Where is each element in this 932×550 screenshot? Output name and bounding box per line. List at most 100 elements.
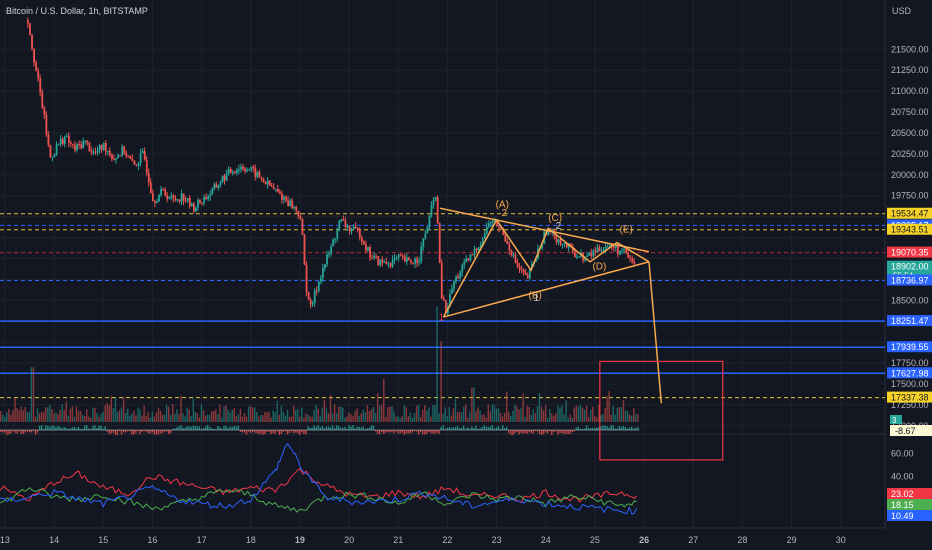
candle-body [571,246,574,253]
time-tick-label: 17 [197,535,207,545]
time-tick-label: 18 [246,535,256,545]
macd-bar [456,425,459,430]
volume-bar [590,409,592,422]
macd-bar [120,430,123,435]
macd-bar [40,425,43,430]
candle-body [518,266,521,270]
macd-bar [596,427,598,430]
projection-line [648,261,663,404]
volume-bar [69,408,72,422]
wave-label: (B) [529,291,542,302]
volume-bar [583,409,586,422]
volume-bar [290,416,293,422]
time-tick-label: 24 [541,535,551,545]
time-tick-label: 20 [344,535,354,545]
volume-bar [38,413,41,422]
macd-bar [215,428,217,430]
volume-bar [2,414,4,422]
candle-body [51,156,54,158]
candles [27,17,636,317]
volume-bar [100,413,102,422]
macd-bar [202,428,205,430]
macd-bar [460,427,463,430]
candle-body [246,169,249,172]
macd-bar [167,430,170,435]
candle-body [541,243,544,249]
volume-bar [292,405,295,422]
macd-bar [635,427,637,430]
candle-body [317,281,320,291]
candle-body [229,168,232,173]
volume-bar [610,414,612,422]
candle-body [242,166,244,169]
macd-bar [503,428,506,430]
macd-bar [331,425,334,430]
candle-body [274,189,277,191]
candle-body [37,70,40,79]
macd-bar [116,430,119,435]
macd-bar [626,428,629,430]
macd-bar [378,430,381,435]
macd-tag-small [890,415,902,424]
candle-body [397,254,400,258]
volume-bar [571,417,573,422]
volume-bar [528,406,530,422]
volume-bar [106,403,108,422]
candle-body [406,257,408,262]
candle-body [27,20,29,24]
time-tick-label: 21 [393,535,403,545]
macd-bar [8,430,10,435]
volume-bar [163,414,166,422]
candle-body [209,194,212,197]
volume-bar [600,415,602,422]
macd-bar [440,426,442,430]
volume-bar [131,413,133,422]
macd-bar [321,425,324,430]
volume-bar [313,410,315,422]
volume-bar [569,414,571,422]
volume-bar [135,415,137,422]
volume-bar [137,407,139,422]
macd-bar [225,425,227,430]
volume-bar [170,415,172,422]
macd-bar [165,430,168,432]
volume-bar [448,406,451,422]
macd-bar [20,430,22,434]
volume-bar [520,408,522,422]
macd-bar [389,430,391,433]
oscillator-tag [887,510,932,521]
macd-bar [159,430,162,434]
volume-bar [514,404,516,422]
volume-bar [270,417,272,422]
candle-body [356,227,359,230]
volume-bar [77,411,80,422]
macd-bar [229,426,231,430]
price-tag-label: 17627.98 [891,368,929,378]
volume-bar [497,408,500,422]
candle-body [346,225,349,228]
price-tick-label: 18500.00 [891,295,929,305]
candle-body [596,247,599,252]
candle-body [285,197,287,201]
macd-bar [4,430,6,433]
macd-bar [155,430,158,435]
volume-bar [594,415,596,422]
candle-body [113,158,115,160]
volume-bar [452,408,455,422]
macd-bar [131,430,133,435]
volume-bar [555,413,557,422]
candle-body [565,242,568,248]
candle-body [496,220,498,227]
candle-body [248,169,251,171]
macd-bar [405,430,408,434]
macd-bar [395,430,397,432]
price-tag-label: 18251.47 [891,316,929,326]
volume-bar [51,409,53,422]
candle-body [160,189,163,196]
volume-bar [157,407,160,422]
candle-body [569,243,572,247]
macd-bar [512,430,514,435]
macd-bar [96,427,98,430]
volume-bars [0,306,639,422]
